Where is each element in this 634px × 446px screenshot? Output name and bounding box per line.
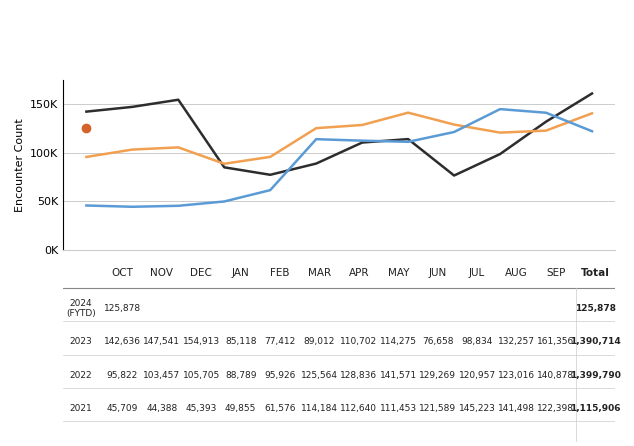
Text: 45,709: 45,709 bbox=[107, 404, 138, 413]
Text: FEB: FEB bbox=[270, 268, 290, 277]
Text: 88,789: 88,789 bbox=[225, 371, 256, 380]
Text: SEP: SEP bbox=[547, 268, 566, 277]
Text: JAN: JAN bbox=[232, 268, 250, 277]
Text: 44,388: 44,388 bbox=[146, 404, 178, 413]
Text: 85,118: 85,118 bbox=[225, 337, 256, 347]
Text: 2024
(FYTD): 2024 (FYTD) bbox=[67, 299, 96, 318]
Text: 125,878: 125,878 bbox=[575, 304, 616, 313]
Text: 105,705: 105,705 bbox=[183, 371, 220, 380]
Text: JUL: JUL bbox=[469, 268, 485, 277]
Text: 89,012: 89,012 bbox=[304, 337, 335, 347]
Text: Total: Total bbox=[581, 268, 610, 277]
Text: 49,855: 49,855 bbox=[225, 404, 256, 413]
Text: 114,184: 114,184 bbox=[301, 404, 338, 413]
Text: 141,571: 141,571 bbox=[380, 371, 417, 380]
Text: JUN: JUN bbox=[429, 268, 447, 277]
Text: APR: APR bbox=[349, 268, 369, 277]
Text: 122,398: 122,398 bbox=[538, 404, 574, 413]
Text: 145,223: 145,223 bbox=[458, 404, 496, 413]
Y-axis label: Encounter Count: Encounter Count bbox=[15, 118, 25, 212]
Text: 112,640: 112,640 bbox=[340, 404, 377, 413]
Text: 142,636: 142,636 bbox=[104, 337, 141, 347]
Text: 141,498: 141,498 bbox=[498, 404, 535, 413]
Text: 103,457: 103,457 bbox=[143, 371, 181, 380]
Text: 76,658: 76,658 bbox=[422, 337, 453, 347]
Text: 132,257: 132,257 bbox=[498, 337, 535, 347]
Text: 45,393: 45,393 bbox=[186, 404, 217, 413]
Text: 1,115,906: 1,115,906 bbox=[570, 404, 621, 413]
Text: 1,390,714: 1,390,714 bbox=[570, 337, 621, 347]
Text: 123,016: 123,016 bbox=[498, 371, 535, 380]
Text: 147,541: 147,541 bbox=[143, 337, 181, 347]
Text: NOV: NOV bbox=[150, 268, 173, 277]
Text: 120,957: 120,957 bbox=[458, 371, 496, 380]
Text: AUG: AUG bbox=[505, 268, 528, 277]
Text: 128,836: 128,836 bbox=[340, 371, 377, 380]
Text: 140,878: 140,878 bbox=[538, 371, 574, 380]
Text: 2023: 2023 bbox=[70, 337, 93, 347]
Text: MAY: MAY bbox=[387, 268, 409, 277]
Text: 125,878: 125,878 bbox=[104, 304, 141, 313]
Text: 61,576: 61,576 bbox=[264, 404, 296, 413]
Text: MAR: MAR bbox=[308, 268, 331, 277]
Text: OCT: OCT bbox=[112, 268, 133, 277]
Text: 98,834: 98,834 bbox=[462, 337, 493, 347]
Text: 77,412: 77,412 bbox=[264, 337, 295, 347]
Text: 154,913: 154,913 bbox=[183, 337, 220, 347]
Text: 111,453: 111,453 bbox=[380, 404, 417, 413]
Text: 95,822: 95,822 bbox=[107, 371, 138, 380]
Text: 1,399,790: 1,399,790 bbox=[570, 371, 621, 380]
Text: 114,275: 114,275 bbox=[380, 337, 417, 347]
Text: FY Nationwide Encounters by Month: FY Nationwide Encounters by Month bbox=[147, 11, 487, 29]
Text: 2022: 2022 bbox=[70, 371, 93, 380]
Text: 2021: 2021 bbox=[70, 404, 93, 413]
Text: 95,926: 95,926 bbox=[264, 371, 296, 380]
Text: 125,564: 125,564 bbox=[301, 371, 338, 380]
Text: DEC: DEC bbox=[190, 268, 212, 277]
Text: 110,702: 110,702 bbox=[340, 337, 377, 347]
Text: 129,269: 129,269 bbox=[419, 371, 456, 380]
Text: 121,589: 121,589 bbox=[419, 404, 456, 413]
Text: 161,356: 161,356 bbox=[537, 337, 574, 347]
